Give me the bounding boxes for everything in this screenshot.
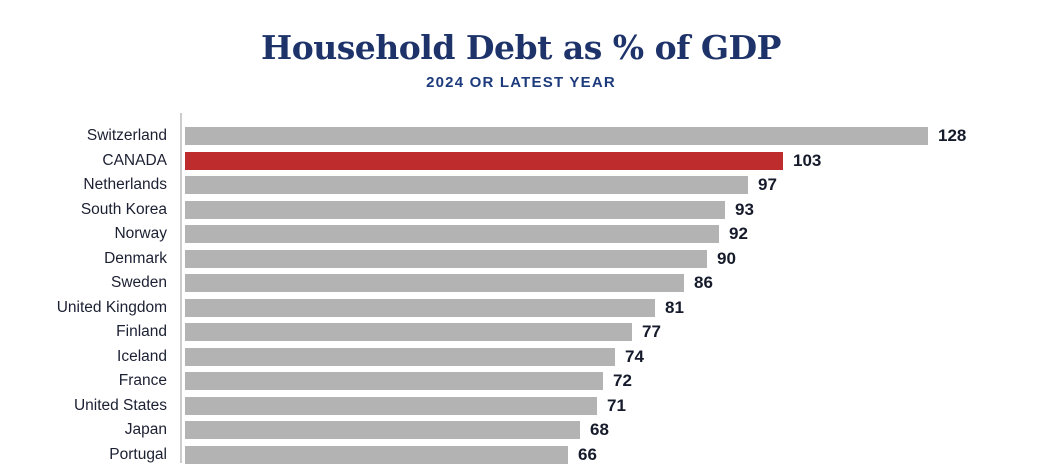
bar-row: France 72	[0, 369, 1042, 394]
bar-row: Switzerland 128	[0, 124, 1042, 149]
country-label: Switzerland	[0, 127, 170, 145]
bar-value-label: 86	[694, 273, 713, 293]
bar-value-label: 74	[625, 347, 644, 367]
bar	[185, 421, 580, 439]
country-label: Sweden	[0, 274, 170, 292]
bar-value-label: 97	[758, 175, 777, 195]
bar	[185, 397, 597, 415]
bar-track: 68	[170, 418, 1042, 443]
chart-title: Household Debt as % of GDP	[0, 30, 1042, 66]
country-label: Norway	[0, 225, 170, 243]
chart-header: Household Debt as % of GDP 2024 OR LATES…	[0, 30, 1042, 91]
bar-value-label: 71	[607, 396, 626, 416]
bar-highlight	[185, 152, 783, 170]
bar-row: United States 71	[0, 394, 1042, 419]
bar-value-label: 92	[729, 224, 748, 244]
y-axis-line	[180, 113, 182, 463]
country-label: South Korea	[0, 201, 170, 219]
country-label: United Kingdom	[0, 299, 170, 317]
bar-row: Norway 92	[0, 222, 1042, 247]
bar	[185, 446, 568, 464]
bar	[185, 348, 615, 366]
bar-chart: Switzerland 128 CANADA 103 Netherlands 97 Sout…	[0, 113, 1042, 463]
country-label: Finland	[0, 323, 170, 341]
bar-value-label: 93	[735, 200, 754, 220]
bar-track: 71	[170, 394, 1042, 419]
bar-row: CANADA 103	[0, 149, 1042, 174]
country-label: France	[0, 372, 170, 390]
bar-value-label: 81	[665, 298, 684, 318]
bar-value-label: 90	[717, 249, 736, 269]
country-label: CANADA	[0, 152, 170, 170]
bar	[185, 127, 928, 145]
country-label: Netherlands	[0, 176, 170, 194]
bar	[185, 225, 719, 243]
bar-row: Japan 68	[0, 418, 1042, 443]
bar-value-label: 68	[590, 420, 609, 440]
bar-track: 90	[170, 247, 1042, 272]
bar-track: 86	[170, 271, 1042, 296]
country-label: Japan	[0, 421, 170, 439]
bar-track: 128	[170, 124, 1042, 149]
bar	[185, 323, 632, 341]
bar-value-label: 103	[793, 151, 821, 171]
bar	[185, 299, 655, 317]
bar-value-label: 77	[642, 322, 661, 342]
bar-row: South Korea 93	[0, 198, 1042, 223]
bar	[185, 176, 748, 194]
bar	[185, 250, 707, 268]
bar-row: Sweden 86	[0, 271, 1042, 296]
bar-value-label: 128	[938, 126, 966, 146]
bar-row: United Kingdom 81	[0, 296, 1042, 321]
bar-row: Netherlands 97	[0, 173, 1042, 198]
country-label: Portugal	[0, 446, 170, 464]
bar	[185, 201, 725, 219]
bar-row: Finland 77	[0, 320, 1042, 345]
bar-rows: Switzerland 128 CANADA 103 Netherlands 97 Sout…	[0, 113, 1042, 467]
bar-track: 72	[170, 369, 1042, 394]
bar-track: 74	[170, 345, 1042, 370]
bar	[185, 274, 684, 292]
bar-row: Denmark 90	[0, 247, 1042, 272]
bar-track: 103	[170, 149, 1042, 174]
country-label: Denmark	[0, 250, 170, 268]
bar-track: 77	[170, 320, 1042, 345]
bar-track: 92	[170, 222, 1042, 247]
bar	[185, 372, 603, 390]
bar-row: Portugal 66	[0, 443, 1042, 467]
bar-value-label: 66	[578, 445, 597, 465]
bar-row: Iceland 74	[0, 345, 1042, 370]
chart-subtitle: 2024 OR LATEST YEAR	[0, 74, 1042, 91]
bar-value-label: 72	[613, 371, 632, 391]
bar-track: 81	[170, 296, 1042, 321]
country-label: Iceland	[0, 348, 170, 366]
country-label: United States	[0, 397, 170, 415]
bar-track: 66	[170, 443, 1042, 467]
bar-track: 93	[170, 198, 1042, 223]
bar-track: 97	[170, 173, 1042, 198]
